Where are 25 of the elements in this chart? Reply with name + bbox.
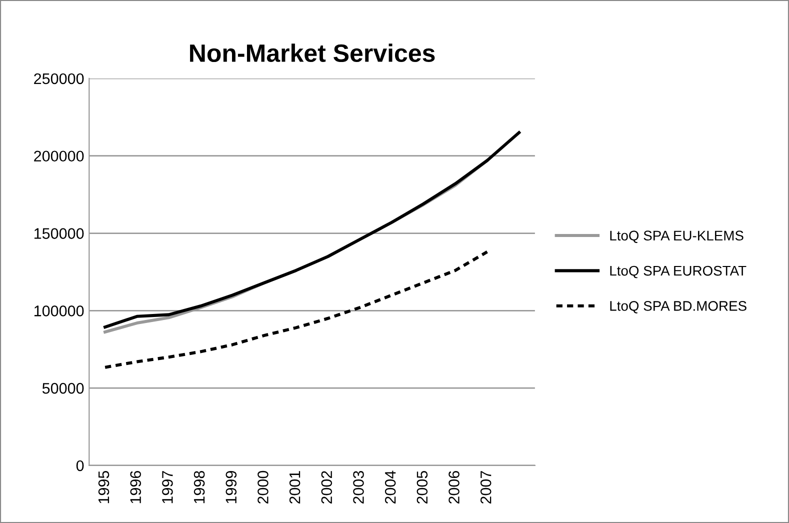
line-series [104, 250, 489, 369]
x-tick-label: 1997 [162, 471, 173, 504]
y-tick-label: 200000 [34, 150, 84, 162]
x-tick-label: 2002 [321, 471, 332, 504]
x-tick-label: 1996 [130, 471, 142, 504]
x-tick-label: 2001 [289, 471, 300, 504]
x-tick-label: 1995 [98, 470, 110, 504]
x-tick-label: 1999 [226, 471, 237, 504]
chart-title: Non-Market Services [190, 44, 435, 62]
y-tick-label: 0 [76, 460, 84, 472]
y-tick-label: 150000 [34, 228, 84, 239]
x-tick-label: 2005 [416, 470, 428, 504]
x-tick-label: 2004 [384, 470, 396, 504]
y-tick-label: 100000 [34, 306, 84, 316]
y-tick-label: 50000 [42, 382, 84, 394]
legend-label: LtoQ SPA EU-KLEMS [610, 230, 744, 244]
x-tick-label: 2003 [353, 471, 364, 504]
x-tick-label: 2006 [448, 471, 460, 504]
x-tick-label: 2007 [480, 471, 492, 504]
legend-label: LtoQ SPA EUROSTAT [610, 266, 746, 278]
line-series [104, 131, 521, 329]
y-tick-label: 250000 [34, 73, 84, 84]
legend-label: LtoQ SPA BD.MORES [610, 301, 746, 314]
x-tick-label: 1998 [194, 470, 205, 504]
x-tick-label: 2000 [258, 470, 268, 504]
